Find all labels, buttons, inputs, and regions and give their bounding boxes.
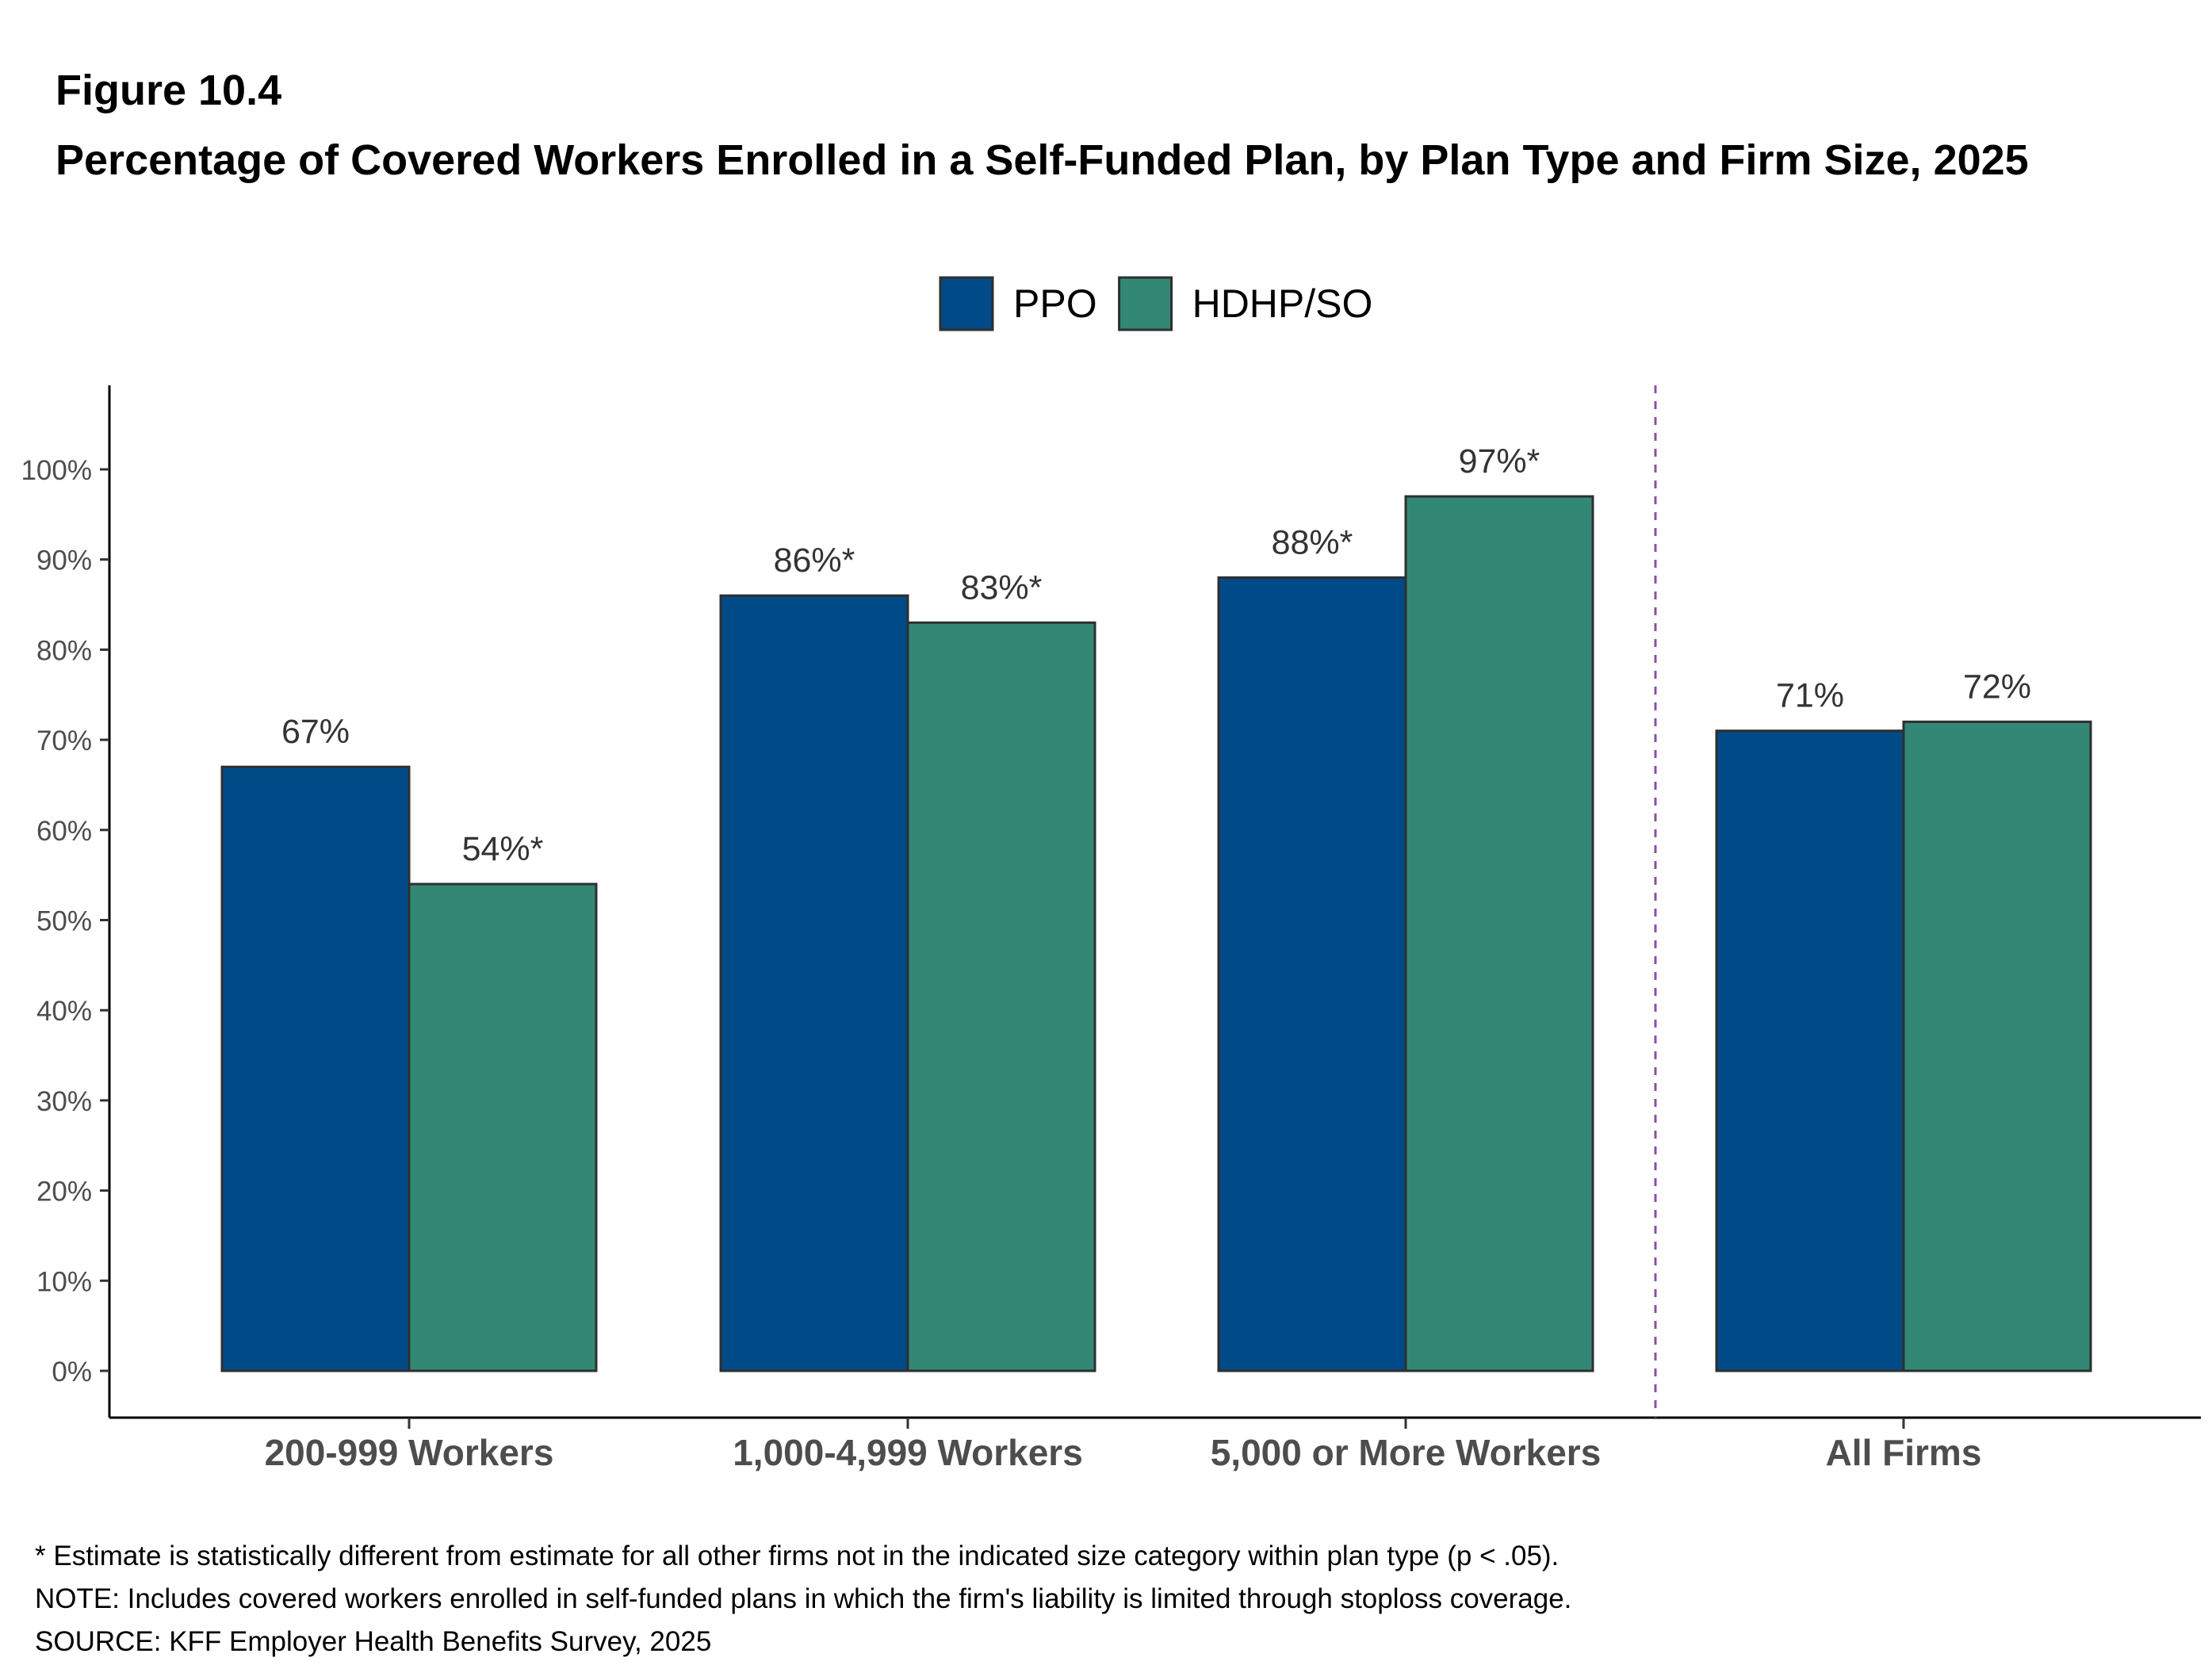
y-tick-label: 20% xyxy=(36,1177,92,1208)
y-tick-label: 40% xyxy=(36,996,92,1027)
data-label-ppo-200-999-workers: 67% xyxy=(281,713,350,751)
bar-ppo-200-999-workers xyxy=(220,765,411,1372)
bar-ppo-1-000-4-999-workers xyxy=(719,594,909,1372)
legend-label-ppo: PPO xyxy=(1013,281,1097,326)
y-tick-label: 30% xyxy=(36,1086,92,1117)
x-tick-label-200-999-workers: 200-999 Workers xyxy=(265,1432,554,1473)
legend: PPO HDHP/SO xyxy=(939,276,1373,331)
data-label-ppo-1-000-4-999-workers: 86%* xyxy=(774,542,855,580)
figure-label: Figure 10.4 xyxy=(55,67,282,114)
bar-ppo-5-000-or-more-workers xyxy=(1217,576,1407,1372)
bars xyxy=(220,495,2092,1372)
x-axis: 200-999 Workers 1,000-4,999 Workers 5,000 … xyxy=(109,385,2201,1473)
bar-hdhp-so-1-000-4-999-workers xyxy=(906,621,1096,1372)
x-tick-label-5-000-or-more-workers: 5,000 or More Workers xyxy=(1211,1432,1602,1473)
legend-label-hdhp-so: HDHP/SO xyxy=(1192,281,1373,326)
y-tick-label: 100% xyxy=(21,455,92,486)
bar-hdhp-so-all-firms xyxy=(1902,720,2092,1372)
y-tick-label: 60% xyxy=(36,816,92,847)
y-tick-label: 90% xyxy=(36,545,92,576)
note-significance: * Estimate is statistically different fr… xyxy=(35,1541,1559,1571)
y-tick-label: 0% xyxy=(52,1357,92,1388)
data-label-hdhp-so-1-000-4-999-workers: 83%* xyxy=(961,568,1043,607)
y-tick-label: 50% xyxy=(36,906,92,937)
chart-title: Percentage of Covered Workers Enrolled i… xyxy=(55,136,2029,184)
note-source: SOURCE: KFF Employer Health Benefits Sur… xyxy=(35,1626,712,1657)
bar-hdhp-so-5-000-or-more-workers xyxy=(1404,495,1594,1372)
data-label-hdhp-so-5-000-or-more-workers: 97%* xyxy=(1459,442,1540,480)
bar-ppo-all-firms xyxy=(1715,729,1905,1372)
data-label-ppo-5-000-or-more-workers: 88%* xyxy=(1272,523,1353,561)
data-label-hdhp-so-all-firms: 72% xyxy=(1963,668,2031,706)
bar-hdhp-so-200-999-workers xyxy=(408,882,598,1372)
chart: PPO HDHP/SO 0% 10% 20% 30% 40% 50% 60% 70% 80% 90%… xyxy=(21,276,2201,1473)
x-tick-label-all-firms: All Firms xyxy=(1826,1432,1982,1473)
y-tick-label: 10% xyxy=(36,1266,92,1297)
y-axis: 0% 10% 20% 30% 40% 50% 60% 70% 80% 90% 100% xyxy=(21,385,111,1418)
legend-swatch-hdhp-so xyxy=(1118,276,1173,331)
notes: * Estimate is statistically different fr… xyxy=(35,1535,2176,1663)
y-tick-label: 70% xyxy=(36,725,92,756)
data-label-ppo-all-firms: 71% xyxy=(1776,677,1844,715)
x-tick-label-1-000-4-999-workers: 1,000-4,999 Workers xyxy=(733,1432,1083,1473)
bar-labels: 67% 54%* 86%* 83%* 88%* 97%* 71% 72% xyxy=(281,442,2031,868)
data-label-hdhp-so-200-999-workers: 54%* xyxy=(462,830,544,868)
legend-swatch-ppo xyxy=(939,276,994,331)
note-stoploss: NOTE: Includes covered workers enrolled … xyxy=(35,1583,1572,1614)
y-tick-label: 80% xyxy=(36,635,92,666)
